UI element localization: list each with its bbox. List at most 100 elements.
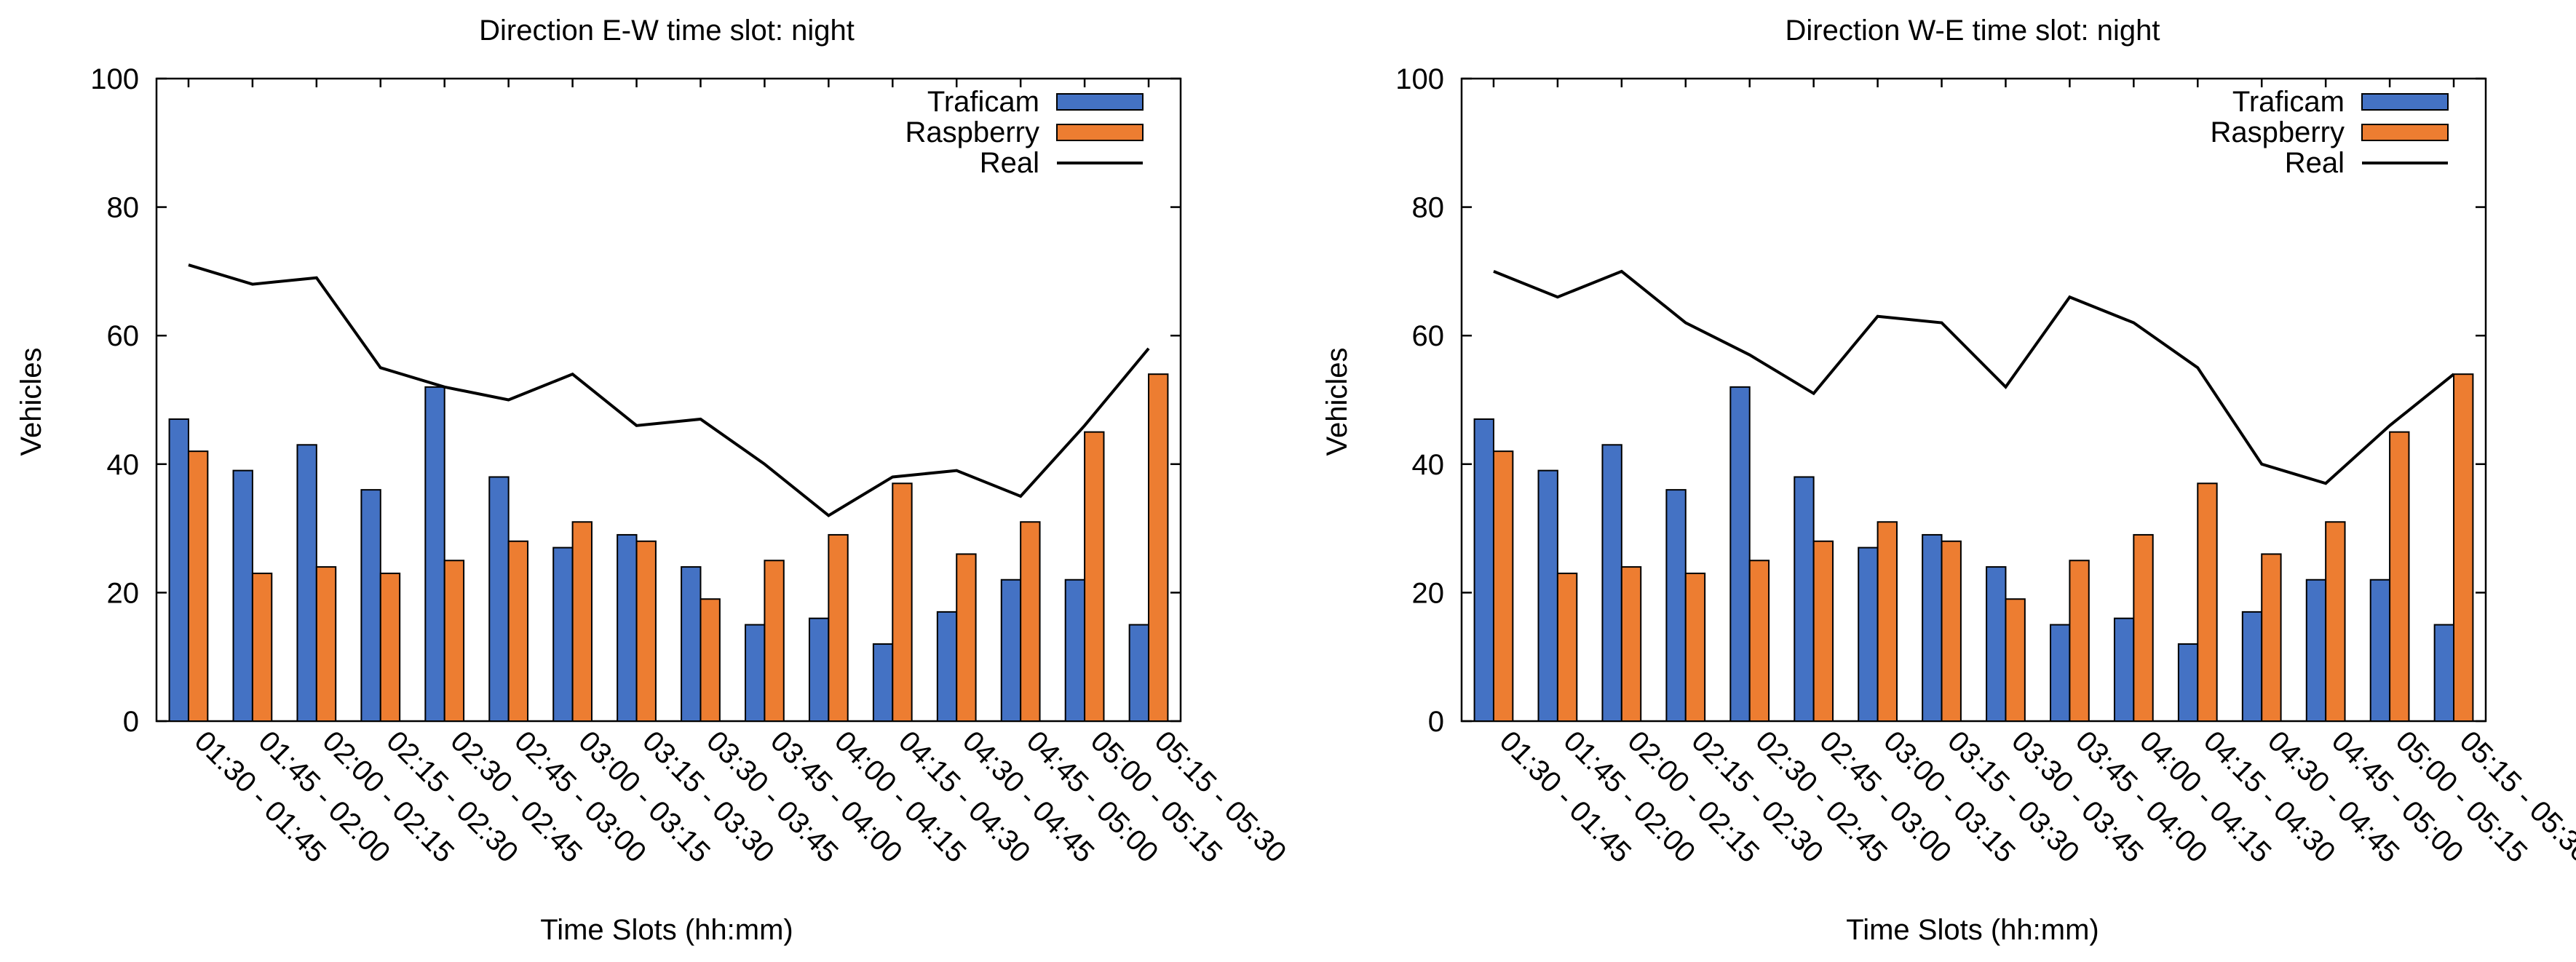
bar-raspberry (892, 482, 913, 722)
bar-traficam (2241, 611, 2263, 723)
bar-traficam (1537, 469, 1558, 722)
bar-raspberry (1941, 540, 1962, 723)
y-tick-label: 0 (123, 706, 139, 738)
bar-raspberry (635, 540, 657, 723)
bar-traficam (1473, 418, 1494, 722)
bar-traficam (232, 469, 253, 722)
chart-title: Direction W-E time slot: night (1786, 15, 2160, 47)
bar-traficam (424, 386, 445, 723)
bar-raspberry (1684, 572, 1706, 722)
bar-raspberry (1748, 560, 1770, 722)
y-tick-label: 40 (107, 449, 140, 481)
legend-swatch-traficam (2361, 93, 2449, 111)
bar-raspberry (2133, 533, 2154, 722)
y-axis-label: Vehicles (1321, 348, 1353, 456)
bar-traficam (1665, 489, 1687, 722)
legend-label-raspberry: Raspberry (905, 116, 1039, 148)
bar-raspberry (1620, 566, 1642, 723)
bar-raspberry (251, 572, 273, 722)
bar-traficam (2050, 624, 2071, 722)
bar-traficam (1858, 546, 1879, 723)
bar-raspberry (1020, 521, 1041, 723)
legend-label-traficam: Traficam (2232, 86, 2345, 118)
bar-raspberry (2197, 482, 2218, 722)
bar-traficam (936, 611, 958, 723)
y-tick-label: 20 (107, 577, 140, 609)
legend-swatch-traficam (1056, 93, 1144, 111)
y-tick-label: 100 (1395, 63, 1444, 95)
bar-raspberry (2453, 373, 2474, 722)
chart-title: Direction E-W time slot: night (479, 15, 855, 47)
bar-traficam (2305, 579, 2327, 722)
y-tick-label: 100 (90, 63, 139, 95)
bar-raspberry (828, 533, 849, 722)
x-axis-label: Time Slots (hh:mm) (540, 914, 793, 946)
plot-frame (155, 77, 1182, 723)
bar-traficam (1729, 386, 1751, 723)
legend-label-raspberry: Raspberry (2210, 116, 2345, 148)
bar-traficam (1922, 533, 1943, 722)
bar-traficam (1128, 624, 1150, 722)
x-axis-label: Time Slots (hh:mm) (1846, 914, 2099, 946)
bar-raspberry (2005, 598, 2026, 722)
bar-raspberry (956, 553, 977, 722)
bar-raspberry (2261, 553, 2282, 722)
y-tick-label: 80 (1412, 192, 1445, 224)
bar-traficam (1064, 579, 1086, 722)
bar-traficam (808, 617, 830, 722)
bar-raspberry (507, 540, 529, 723)
bar-traficam (296, 444, 317, 722)
bar-traficam (872, 643, 894, 722)
y-tick-label: 20 (1412, 577, 1445, 609)
bar-raspberry (764, 560, 785, 722)
bar-raspberry (1492, 450, 1514, 722)
y-tick-label: 40 (1412, 449, 1445, 481)
bar-traficam (1986, 566, 2007, 723)
bar-raspberry (379, 572, 401, 722)
legend-swatch-raspberry (1056, 124, 1144, 141)
bar-traficam (617, 533, 638, 722)
bar-raspberry (700, 598, 721, 722)
bar-traficam (2369, 579, 2391, 722)
bar-raspberry (1556, 572, 1578, 722)
bar-raspberry (1148, 373, 1169, 722)
bar-traficam (1601, 444, 1622, 722)
bar-traficam (2177, 643, 2199, 722)
bar-traficam (1000, 579, 1022, 722)
bar-raspberry (315, 566, 337, 723)
bar-raspberry (571, 521, 593, 723)
bar-raspberry (443, 560, 465, 722)
y-tick-label: 60 (1412, 320, 1445, 352)
legend-label-real: Real (2285, 147, 2345, 179)
plot-frame (1460, 77, 2487, 723)
bar-traficam (488, 476, 510, 723)
bar-traficam (168, 418, 189, 722)
chart-panel-w-e: Direction W-E time slot: night Vehicles … (1321, 15, 2576, 946)
bar-raspberry (1876, 521, 1898, 723)
bar-raspberry (1812, 540, 1834, 723)
y-axis-label: Vehicles (15, 348, 47, 456)
bar-raspberry (1084, 431, 1105, 723)
bar-traficam (552, 546, 574, 723)
y-tick-label: 80 (107, 192, 140, 224)
bar-traficam (745, 624, 766, 722)
bar-traficam (2113, 617, 2135, 722)
bar-raspberry (187, 450, 209, 722)
chart-panel-e-w: Direction E-W time slot: night Vehicles … (15, 15, 1292, 946)
bar-raspberry (2069, 560, 2090, 722)
bar-traficam (1794, 476, 1815, 723)
y-tick-label: 0 (1428, 706, 1444, 738)
bar-traficam (2433, 624, 2455, 722)
bar-raspberry (2389, 431, 2410, 723)
legend-swatch-raspberry (2361, 124, 2449, 141)
bar-raspberry (2325, 521, 2346, 723)
legend-label-traficam: Traficam (927, 86, 1039, 118)
bar-traficam (360, 489, 381, 722)
legend-label-real: Real (980, 147, 1039, 179)
series-line-real (1493, 269, 2455, 485)
bar-traficam (681, 566, 702, 723)
series-line-real (188, 263, 1150, 517)
y-tick-label: 60 (107, 320, 140, 352)
